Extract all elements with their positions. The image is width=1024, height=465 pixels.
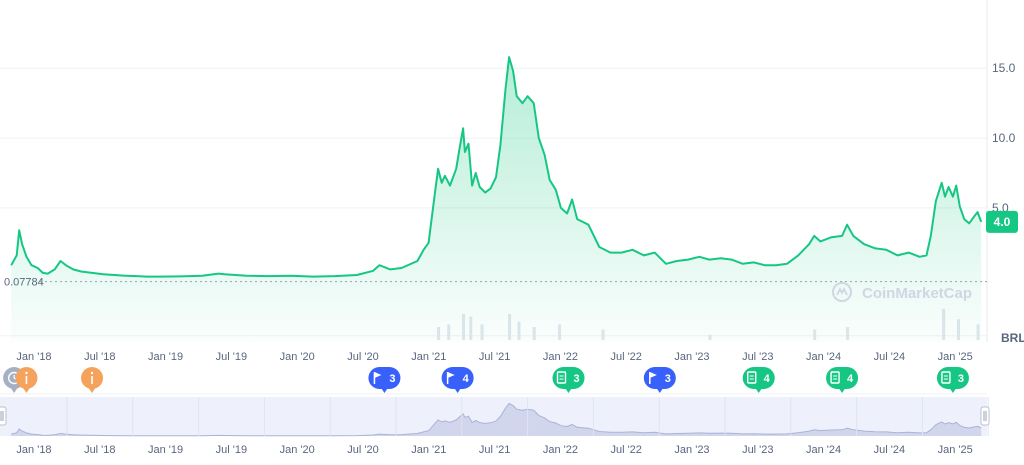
document-icon bbox=[556, 371, 567, 384]
document-icon-page bbox=[556, 371, 567, 384]
event-marker-pointer bbox=[380, 387, 389, 393]
handle-grip[interactable] bbox=[980, 406, 990, 426]
event-marker-info[interactable] bbox=[15, 367, 38, 393]
x-tick-label: Jul '24 bbox=[874, 351, 905, 363]
flag-icon-cloth bbox=[374, 372, 382, 378]
event-marker-doc[interactable]: 3 bbox=[552, 367, 585, 393]
x-tick-label: Jan '22 bbox=[543, 351, 578, 363]
navigator-tick-label: Jan '25 bbox=[938, 444, 973, 456]
navigator-tick-label: Jan '23 bbox=[674, 444, 709, 456]
navigator-left-handle[interactable] bbox=[0, 406, 7, 426]
price-area bbox=[11, 57, 982, 342]
currency-label: BRL bbox=[1001, 331, 1024, 345]
navigator-right-handle[interactable] bbox=[980, 406, 990, 426]
event-marker-flag[interactable]: 3 bbox=[643, 367, 676, 393]
event-marker-doc[interactable]: 4 bbox=[742, 367, 775, 393]
navigator-tick-label: Jul '24 bbox=[874, 444, 905, 456]
event-marker-bg[interactable] bbox=[441, 367, 474, 389]
watermark-text: CoinMarketCap bbox=[862, 285, 972, 302]
current-price-badge bbox=[986, 210, 1018, 233]
event-marker-bg[interactable] bbox=[643, 367, 676, 389]
navigator-tick-label: Jul '19 bbox=[216, 444, 247, 456]
x-tick-label: Jul '21 bbox=[479, 351, 510, 363]
watermark: CoinMarketCap bbox=[832, 282, 972, 302]
event-count: 3 bbox=[958, 373, 964, 385]
x-tick-label: Jan '23 bbox=[674, 351, 709, 363]
event-count: 4 bbox=[764, 373, 771, 385]
event-marker-pointer bbox=[10, 387, 19, 393]
event-marker-flag[interactable]: 4 bbox=[441, 367, 474, 393]
event-marker-pointer bbox=[754, 387, 763, 393]
x-tick-label: Jan '24 bbox=[806, 351, 841, 363]
document-icon-page bbox=[941, 371, 951, 384]
event-marker-doc[interactable]: 3 bbox=[936, 367, 969, 393]
navigator-tick-label: Jan '21 bbox=[411, 444, 446, 456]
navigator-tick-label: Jul '18 bbox=[84, 444, 115, 456]
document-icon-page bbox=[747, 371, 757, 384]
current-price-value: 4.0 bbox=[994, 215, 1011, 229]
navigator-area bbox=[11, 403, 982, 436]
flag-icon bbox=[649, 372, 657, 384]
info-icon-dot bbox=[90, 371, 94, 375]
info-icon-dot bbox=[25, 371, 28, 375]
event-marker-pointer bbox=[838, 387, 847, 393]
event-count: 3 bbox=[665, 373, 671, 385]
navigator-tick-label: Jul '22 bbox=[610, 444, 641, 456]
event-marker-flag[interactable]: 3 bbox=[368, 367, 401, 393]
flag-icon bbox=[446, 372, 455, 384]
y-tick-label: 10.0 bbox=[992, 131, 1016, 145]
x-tick-label: Jul '18 bbox=[84, 351, 115, 363]
navigator-tick-label: Jul '21 bbox=[479, 444, 510, 456]
x-tick-label: Jan '18 bbox=[16, 351, 51, 363]
navigator-tick-label: Jul '23 bbox=[742, 444, 773, 456]
navigator-tick-label: Jan '20 bbox=[280, 444, 315, 456]
event-marker-pointer bbox=[453, 387, 462, 393]
navigator-tick-label: Jan '22 bbox=[543, 444, 578, 456]
event-count: 4 bbox=[847, 373, 854, 385]
document-icon bbox=[830, 371, 840, 384]
event-count: 4 bbox=[463, 373, 470, 385]
event-marker-bg[interactable] bbox=[368, 367, 401, 389]
flag-icon-cloth bbox=[649, 372, 657, 378]
price-line bbox=[10, 56, 983, 278]
event-marker-info[interactable] bbox=[81, 367, 104, 393]
flag-icon-cloth bbox=[447, 372, 455, 378]
x-tick-label: Jan '20 bbox=[280, 351, 315, 363]
event-count: 3 bbox=[573, 373, 579, 385]
x-tick-label: Jul '22 bbox=[610, 351, 641, 363]
info-icon bbox=[25, 371, 28, 384]
event-count: 3 bbox=[389, 373, 395, 385]
x-tick-label: Jan '21 bbox=[411, 351, 446, 363]
event-marker-pointer bbox=[22, 387, 31, 393]
navigator-tick-label: Jan '18 bbox=[16, 444, 51, 456]
x-tick-label: Jan '19 bbox=[148, 351, 183, 363]
y-tick-label: 15.0 bbox=[992, 61, 1016, 75]
event-marker-pointer bbox=[655, 387, 664, 393]
x-tick-label: Jul '20 bbox=[347, 351, 378, 363]
x-tick-label: Jul '19 bbox=[216, 351, 247, 363]
navigator-tick-label: Jan '24 bbox=[806, 444, 841, 456]
event-marker-pointer bbox=[88, 387, 97, 393]
document-icon bbox=[941, 371, 951, 384]
event-marker-pointer bbox=[948, 387, 957, 393]
flag-icon bbox=[373, 372, 382, 384]
event-marker-pointer bbox=[564, 387, 573, 393]
document-icon-page bbox=[830, 371, 840, 384]
info-icon bbox=[90, 371, 94, 384]
document-icon bbox=[747, 371, 757, 384]
navigator-tick-label: Jul '20 bbox=[347, 444, 378, 456]
x-tick-label: Jul '23 bbox=[742, 351, 773, 363]
navigator-tick-label: Jan '19 bbox=[148, 444, 183, 456]
navigator-line bbox=[11, 402, 982, 437]
event-marker-doc[interactable]: 4 bbox=[826, 367, 859, 393]
low-price-label: 0.07784 bbox=[4, 277, 44, 289]
x-tick-label: Jan '25 bbox=[938, 351, 973, 363]
